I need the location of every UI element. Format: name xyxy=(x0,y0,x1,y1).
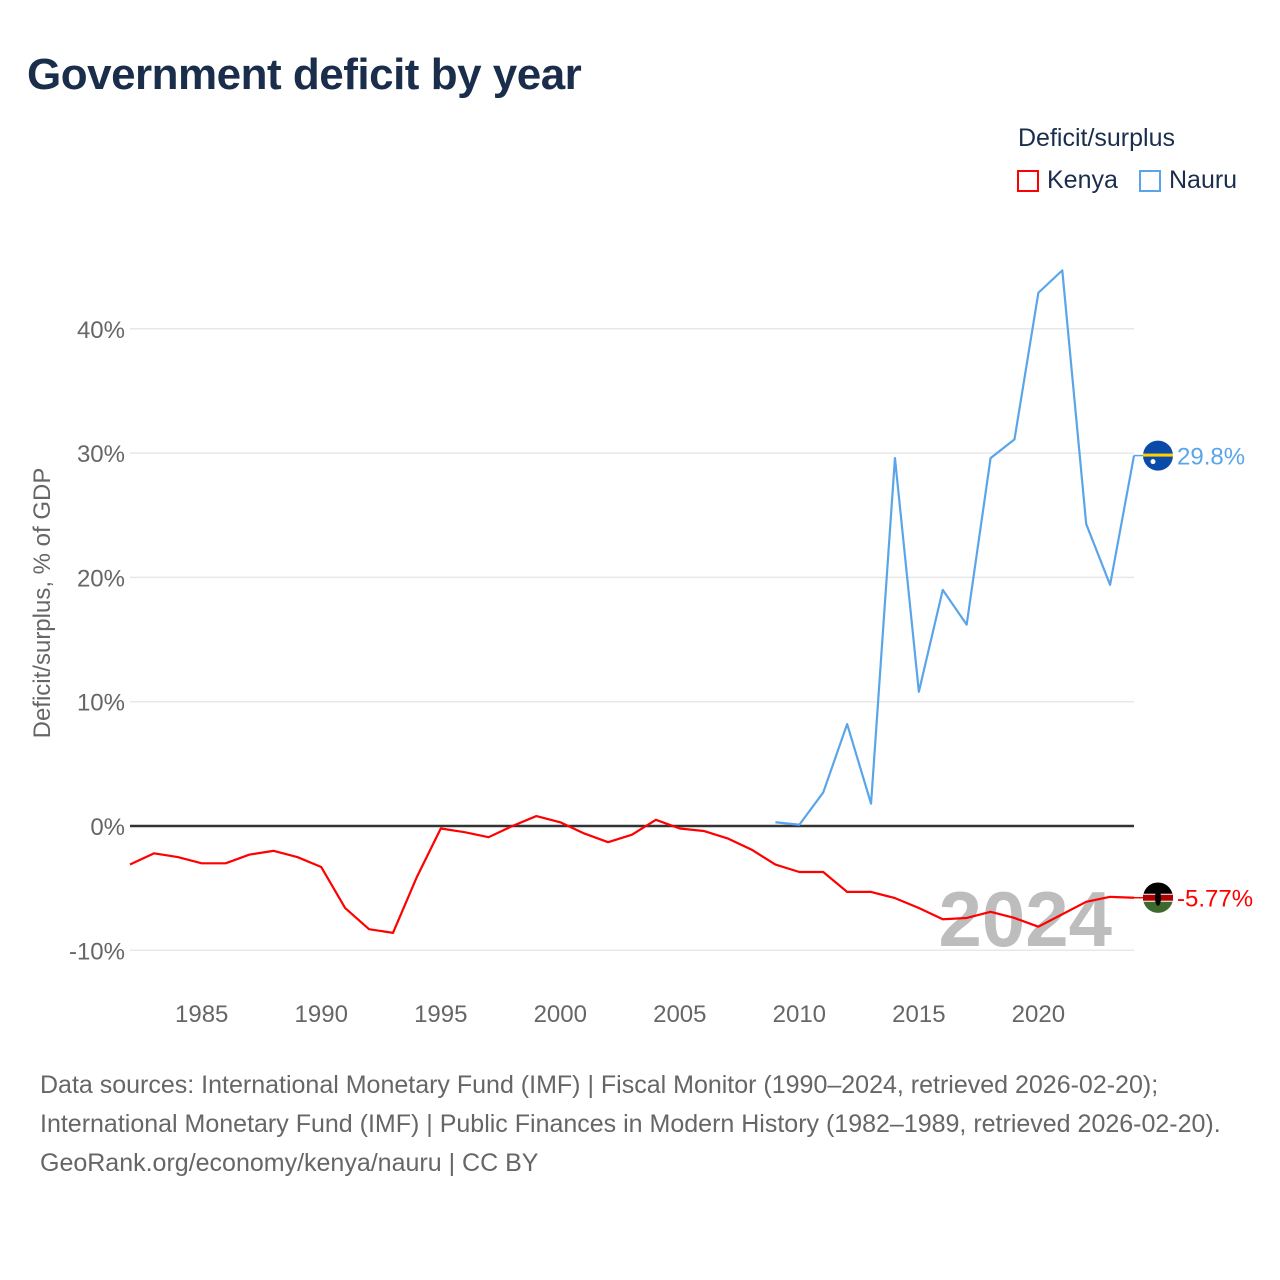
y-tick-label: 20% xyxy=(77,565,125,592)
x-tick-label: 2015 xyxy=(892,1001,945,1028)
x-tick-label: 2005 xyxy=(653,1001,706,1028)
kenya-flag-green xyxy=(1143,901,1173,913)
year-watermark: 2024 xyxy=(938,875,1112,963)
x-tick-label: 1985 xyxy=(175,1001,228,1028)
data-sources: Data sources: International Monetary Fun… xyxy=(40,1066,1240,1183)
x-tick-label: 2000 xyxy=(534,1001,587,1028)
y-axis-label: Deficit/surplus, % of GDP xyxy=(29,468,56,739)
y-tick-label: -10% xyxy=(69,938,125,965)
sources-text: Data sources: International Monetary Fun… xyxy=(40,1071,1221,1138)
legend-swatch-kenya xyxy=(1017,169,1039,192)
legend-label-kenya: Kenya xyxy=(1047,166,1118,194)
legend-label-nauru: Nauru xyxy=(1169,166,1238,194)
series-line-kenya xyxy=(129,814,1135,934)
legend-swatch-nauru xyxy=(1139,169,1161,192)
y-tick-label: 10% xyxy=(77,690,125,717)
end-value-label-kenya: -5.77% xyxy=(1177,886,1253,913)
sources-link[interactable]: GeoRank.org/economy/kenya/nauru | CC BY xyxy=(40,1149,539,1177)
y-tick-label: 30% xyxy=(77,441,125,468)
series-line-nauru xyxy=(775,269,1136,826)
legend-item-kenya[interactable]: Kenya xyxy=(1017,166,1118,195)
y-tick-label: 40% xyxy=(77,317,125,344)
x-tick-label: 1990 xyxy=(295,1001,348,1028)
x-tick-label: 2010 xyxy=(773,1001,826,1028)
chart-title: Government deficit by year xyxy=(27,50,582,99)
legend-item-nauru[interactable]: Nauru xyxy=(1139,166,1237,195)
kenya-flag-black xyxy=(1143,882,1173,894)
kenya-flag-shield xyxy=(1155,889,1161,906)
nauru-flag-star xyxy=(1150,459,1156,465)
legend-title: Deficit/surplus xyxy=(1018,124,1175,152)
x-tick-label: 2020 xyxy=(1012,1001,1065,1028)
x-tick-label: 1995 xyxy=(414,1001,467,1028)
nauru-flag-stripe xyxy=(1143,453,1173,457)
end-value-label-nauru: 29.8% xyxy=(1177,444,1245,471)
line-chart: -10% 0% 10% 20% 30% 40% 1985 1990 1995 2000 2005 20… xyxy=(29,269,1253,1028)
y-tick-label: 0% xyxy=(90,814,125,841)
